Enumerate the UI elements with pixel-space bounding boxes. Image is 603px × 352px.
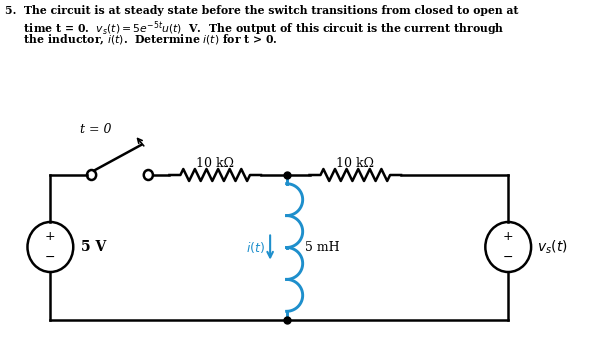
Text: the inductor, $i(t)$.  Determine $i(t)$ for t > 0.: the inductor, $i(t)$. Determine $i(t)$ f… [5, 33, 279, 47]
Text: +: + [503, 231, 514, 244]
Text: $v_s(t)$: $v_s(t)$ [537, 238, 567, 256]
Text: 5 mH: 5 mH [305, 241, 339, 254]
Text: −: − [503, 251, 514, 264]
Text: 5.  The circuit is at steady state before the switch transitions from closed to : 5. The circuit is at steady state before… [5, 5, 519, 16]
Text: time t = 0.  $v_s(t) = 5e^{-5t}u(t)$  V.  The output of this circuit is the curr: time t = 0. $v_s(t) = 5e^{-5t}u(t)$ V. T… [5, 19, 505, 38]
Text: +: + [45, 231, 55, 244]
Text: $i(t)$: $i(t)$ [247, 240, 265, 255]
Text: 10 kΩ: 10 kΩ [196, 157, 234, 170]
Text: 5 V: 5 V [81, 240, 106, 254]
Text: t = 0: t = 0 [80, 123, 112, 136]
Text: 10 kΩ: 10 kΩ [336, 157, 374, 170]
Text: −: − [45, 251, 55, 264]
